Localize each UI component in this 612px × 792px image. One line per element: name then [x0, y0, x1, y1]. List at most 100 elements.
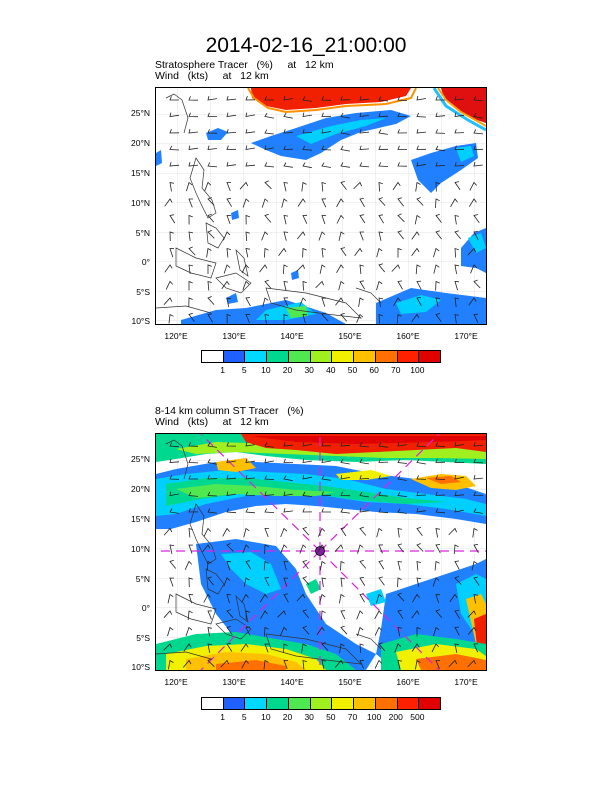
wind-barb	[302, 491, 312, 497]
wind-barb	[359, 659, 365, 669]
wind-barb	[245, 508, 256, 514]
wind-barb	[188, 264, 193, 274]
map-panel-2[interactable]	[155, 433, 487, 671]
wind-barb	[454, 560, 460, 570]
wind-barb	[280, 626, 288, 636]
wind-barb	[435, 458, 446, 463]
wind-barb	[359, 593, 365, 603]
wind-barb	[473, 544, 479, 553]
wind-barb	[264, 112, 274, 119]
wind-barb	[317, 544, 325, 553]
wind-barb	[283, 297, 289, 307]
wind-barb	[226, 442, 237, 447]
wind-barb	[186, 181, 193, 192]
wind-barb	[435, 129, 446, 134]
wind-barb	[359, 280, 366, 290]
wind-barb	[207, 213, 215, 223]
wind-barb	[188, 214, 193, 225]
wind-barb	[354, 247, 363, 256]
wind-barb	[472, 527, 478, 538]
wind-barb	[302, 162, 312, 169]
wind-barb	[188, 594, 194, 604]
colorbar-level-label: 500	[410, 712, 425, 722]
wind-barb	[378, 297, 383, 307]
wind-barb	[340, 491, 351, 497]
wind-barb	[359, 112, 369, 117]
wind-barb	[207, 491, 218, 497]
colorbar-level-label: 20	[282, 712, 293, 722]
wind-barb	[397, 543, 404, 553]
wind-barb	[397, 197, 404, 207]
lat-label: 15°N	[131, 514, 150, 524]
wind-barb	[416, 145, 427, 150]
wind-barb	[241, 264, 249, 274]
wind-barb	[340, 129, 350, 135]
wind-barb	[411, 247, 420, 256]
wind-barb	[264, 247, 269, 258]
wind-barb	[338, 280, 345, 291]
wind-barb	[169, 491, 179, 496]
wind-barb	[435, 475, 446, 480]
wind-barb	[226, 297, 231, 307]
lon-label: 170°E	[454, 677, 478, 687]
wind-barb	[169, 248, 175, 258]
wind-barb	[299, 544, 307, 554]
wind-barb	[340, 96, 351, 101]
wind-barb	[168, 313, 174, 324]
wind-barb	[241, 593, 249, 603]
wind-barb	[302, 96, 312, 102]
wind-barb	[226, 609, 234, 618]
wind-barb	[226, 626, 233, 636]
wind-barb	[378, 145, 389, 150]
wind-barb	[264, 180, 272, 190]
wind-barb	[359, 231, 364, 241]
wind-barb	[163, 297, 173, 305]
wind-barb	[376, 527, 383, 538]
wind-barb	[302, 442, 312, 447]
lat-label: 0°	[141, 257, 150, 267]
wind-barb	[226, 112, 236, 117]
wind-barb	[416, 129, 426, 134]
lat-label: 0°	[141, 603, 150, 613]
wind-barb	[378, 162, 389, 167]
wind-barb	[454, 458, 464, 463]
wind-barb	[397, 247, 402, 258]
wind-barb	[204, 181, 212, 192]
wind-barb	[454, 145, 465, 150]
wind-barb	[353, 181, 362, 190]
colorbar-swatch	[310, 698, 333, 709]
wind-barb	[453, 544, 459, 555]
colorbar-swatch	[397, 351, 420, 362]
wind-barb	[319, 264, 326, 274]
wind-barb	[261, 198, 269, 208]
wind-barb	[454, 281, 460, 291]
wind-barb	[188, 312, 195, 322]
wind-barb	[240, 643, 249, 652]
wind-barb	[264, 96, 274, 101]
wind-barb	[321, 181, 326, 192]
wind-barb	[188, 246, 196, 256]
wind-barb	[435, 594, 441, 604]
wind-barb	[207, 145, 217, 150]
wind-barb	[454, 508, 464, 513]
wind-barb	[207, 442, 217, 448]
wind-barb	[340, 181, 347, 190]
wind-barb	[264, 129, 274, 135]
map-panel-1[interactable]	[155, 87, 487, 325]
wind-barb	[169, 145, 180, 151]
wind-barb	[207, 280, 212, 291]
wind-barb	[473, 231, 479, 241]
wind-barb	[188, 577, 193, 588]
colorbar-level-label: 60	[369, 365, 379, 375]
wind-barb	[359, 145, 370, 150]
wind-barb	[473, 475, 483, 480]
wind-barb	[319, 593, 326, 604]
wind-barb	[340, 112, 350, 119]
wind-barb	[223, 264, 231, 274]
wind-barb	[435, 527, 440, 538]
wind-barb	[321, 491, 332, 496]
wind-barb	[263, 626, 269, 637]
wind-barb	[473, 576, 480, 586]
wind-barb	[340, 577, 345, 587]
wind-barb	[283, 660, 288, 670]
